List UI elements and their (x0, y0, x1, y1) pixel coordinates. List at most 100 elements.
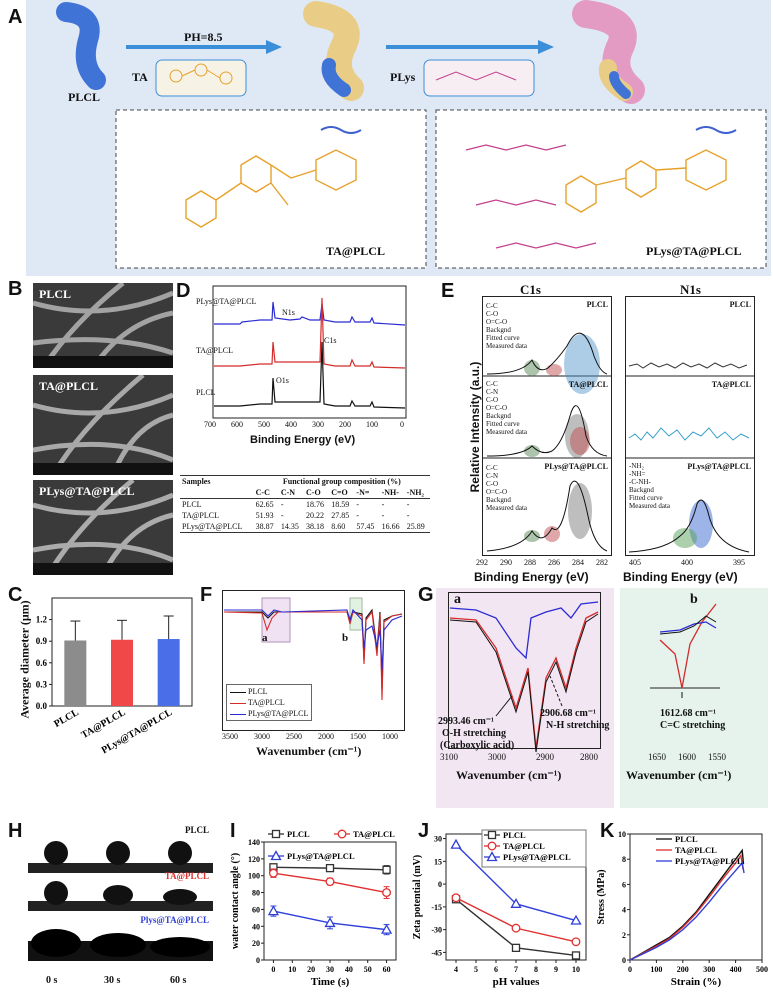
sem-scale-bar (33, 356, 173, 368)
ph-label: PH=8.5 (184, 30, 223, 44)
survey-trace-ta (214, 297, 406, 369)
panel-label-b: B (8, 278, 23, 300)
table-row: PLys@TA@PLCL 38.87 14.35 38.18 8.60 57.4… (180, 521, 430, 533)
y-tick-label: 30 (434, 835, 442, 844)
droplet-row-ta (28, 881, 213, 911)
legend-label: TA@PLCL (675, 845, 717, 855)
plys-coated-fiber (572, 0, 645, 104)
ta-label: TA (132, 70, 148, 84)
data-point (268, 868, 278, 878)
x-tick-label: PLCL (52, 707, 81, 730)
y-tick-label: -45 (431, 948, 442, 957)
survey-trace-plys (214, 301, 406, 326)
x-tick-label: 400 (730, 965, 742, 974)
line-chart-k: 0 100 200 300 400 500 0 2 4 6 8 10 Strain (%) Stress … (596, 830, 768, 988)
x-tick-label: 20 (307, 965, 315, 974)
ftir-plcl (224, 608, 403, 691)
data-point (325, 863, 335, 873)
bar (64, 640, 87, 706)
sem-image-plys-ta-plcl: PLys@TA@PLCL (33, 480, 173, 575)
droplet-row-plcl (28, 841, 213, 873)
g-a-xlabel: Wavenumber (cm⁻¹) (456, 768, 562, 782)
panel-label-d: D (176, 280, 191, 302)
x-tick-label: 300 (703, 965, 715, 974)
g-sub-b: b (690, 592, 698, 607)
data-point (451, 893, 461, 903)
g-b-xlabel: Wavenumber (cm⁻¹) (626, 768, 732, 782)
x-tick-label: 8 (534, 965, 538, 974)
x-tick-label: 50 (364, 965, 372, 974)
legend-label: TA@PLCL (503, 841, 545, 851)
data-point (486, 851, 498, 862)
x-tick-label: 200 (677, 965, 689, 974)
legend-label: PLys@TA@PLCL (503, 852, 571, 862)
sem-image-ta-plcl: TA@PLCL (33, 375, 173, 475)
data-point (337, 829, 347, 839)
y-tick-label: 0 (622, 956, 626, 965)
c1s-xlabel: Binding Energy (eV) (474, 570, 589, 584)
y-tick-label: 2 (622, 931, 626, 940)
data-point (380, 923, 393, 934)
panel-label-h: H (8, 820, 23, 842)
y-axis-label: water contact angle (°) (230, 853, 241, 949)
x-tick-label: 6 (494, 965, 498, 974)
y-tick-label: 0.6 (36, 658, 48, 668)
sem-label: PLCL (39, 287, 72, 301)
x-tick-label: 9 (554, 965, 558, 974)
y-tick-label: 140 (248, 838, 260, 847)
y-tick-label: 60 (252, 905, 260, 914)
y-tick-label: 20 (252, 939, 260, 948)
x-axis-label: pH values (493, 976, 540, 988)
data-point (487, 841, 497, 851)
sem-label: PLys@TA@PLCL (39, 484, 135, 498)
y-tick-label: 4 (622, 906, 626, 915)
y-tick-label: 120 (248, 855, 260, 864)
xps-survey-chart: PLys@TA@PLCL TA@PLCL PLCL N1s C1s O1s 70… (196, 284, 430, 464)
f-xlabel: Wavenumber (cm⁻¹) (256, 744, 362, 758)
peak-c1s: C1s (324, 336, 337, 345)
chart-j: 4 5 6 7 8 9 10 -45 -30 -15 0 15 30 pH values Zeta pote… (412, 826, 592, 996)
f-annot-b: b (342, 632, 349, 644)
panel-label-c: C (8, 584, 23, 606)
ta-plcl-box-label: TA@PLCL (326, 244, 385, 258)
x-tick-label: 60 (383, 965, 391, 974)
x-tick-label: 0 (628, 965, 632, 974)
survey-label-plcl: PLCL (196, 388, 216, 397)
c1s-legend-1: C-C C-O O=C-O Backgnd Fitted curve Measu… (486, 302, 528, 350)
panel-label-i: I (230, 820, 236, 842)
y-tick-label: 0.3 (36, 679, 48, 689)
data-point (510, 898, 522, 908)
data-point (270, 850, 282, 861)
x-tick-label: 7 (514, 965, 518, 974)
survey-label-plys: PLys@TA@PLCL (196, 297, 257, 306)
y-axis-label: Zeta potential (mV) (412, 855, 423, 939)
series-line (629, 853, 744, 961)
x-tick-label: 10 (288, 965, 296, 974)
y-axis-label: Stress (MPa) (596, 869, 607, 924)
plys-label: PLys (390, 70, 416, 84)
chart-f: a b PLCL TA@PLCL PLys@TA@PLCL 3500 3000 … (222, 590, 412, 770)
chart-g-b: b 1612.68 cm⁻¹ C=C stretching 1650 1600 … (620, 588, 768, 808)
table-row: PLCL 62.65 - 18.76 18.59 - - - (182, 500, 410, 509)
y-tick-label: 15 (434, 857, 442, 866)
plys-ta-plcl-box-label: PLys@TA@PLCL (646, 244, 742, 258)
n1s-legend: -NH₂ -NH= -C-NH- Backgnd Fitted curve Me… (629, 462, 671, 510)
survey-xlabel: Binding Energy (eV) (250, 434, 356, 446)
legend-label: PLys@TA@PLCL (287, 851, 355, 861)
survey-xticks: 700 600 500 400 300 200 100 0 (204, 420, 404, 429)
y-tick-label: -15 (431, 903, 442, 912)
survey-trace-plcl (214, 341, 406, 409)
data-point (487, 830, 497, 840)
data-point (571, 937, 581, 947)
peak-n1s: N1s (282, 308, 295, 317)
x-tick-label: 500 (756, 965, 768, 974)
bar (111, 639, 133, 706)
data-point (267, 905, 280, 916)
table-header-samples: Samples (182, 477, 211, 486)
xps-c1s-chart: C-C C-O O=C-O Backgnd Fitted curve Measu… (474, 296, 612, 584)
y-tick-label: -30 (431, 926, 442, 935)
sem-label: TA@PLCL (39, 379, 98, 393)
legend-label: PLCL (675, 834, 698, 844)
plcl-label: PLCL (68, 90, 101, 104)
